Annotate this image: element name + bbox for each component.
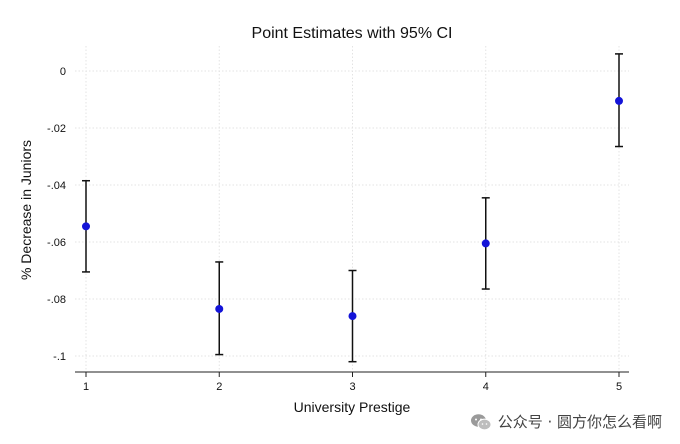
data-points	[82, 96, 623, 321]
y-tick-label: -.04	[47, 180, 66, 192]
y-tick-label: -.06	[47, 237, 66, 249]
data-point	[82, 222, 90, 231]
x-tick-label: 5	[616, 381, 622, 393]
wechat-icon	[470, 413, 492, 430]
y-tick-label: -.08	[47, 294, 66, 306]
x-tick-label: 3	[349, 381, 355, 393]
x-tick-label: 1	[83, 381, 89, 393]
data-point	[215, 304, 224, 313]
chart-title: Point Estimates with 95% CI	[252, 25, 453, 42]
x-tick-label: 4	[483, 381, 489, 393]
watermark-text: 公众号 · 圆方你怎么看啊	[497, 413, 662, 431]
y-tick-label: 0	[60, 66, 66, 78]
y-tick-label: -.1	[53, 351, 66, 363]
data-point	[481, 239, 490, 248]
data-point	[615, 96, 623, 105]
data-point	[348, 312, 357, 321]
y-tick-label: -.02	[47, 123, 66, 135]
y-axis-title: % Decrease in Juniors	[18, 140, 34, 280]
x-tick-label: 2	[216, 381, 222, 393]
x-axis-title: University Prestige	[294, 399, 411, 415]
watermark: 公众号 · 圆方你怎么看啊	[470, 411, 662, 432]
axes: 0 -.02 -.04 -.06 -.08 -.1 1 2 3 4 5	[47, 66, 629, 393]
